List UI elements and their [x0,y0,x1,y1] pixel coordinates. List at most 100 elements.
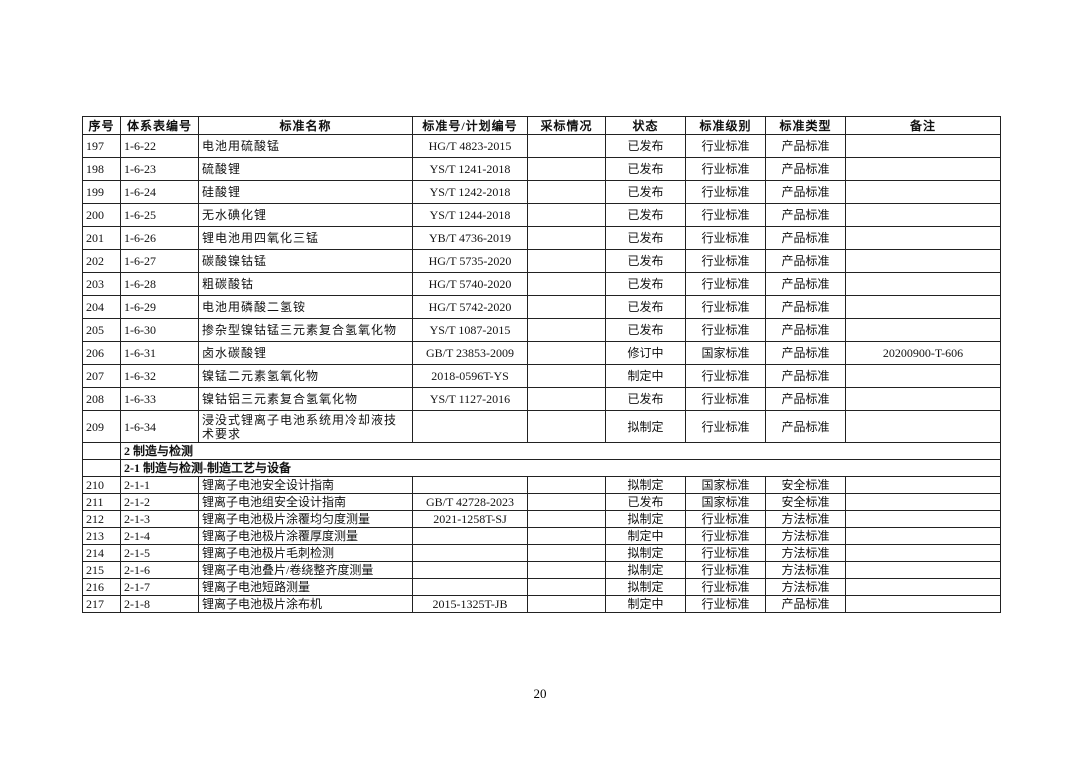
cell [527,226,606,250]
cell: 1-6-28 [120,272,199,296]
cell: 安全标准 [765,493,846,511]
cell: HG/T 5735-2020 [412,249,528,273]
cell: 方法标准 [765,578,846,596]
header-row: 序号 体系表编号 标准名称 标准号/计划编号 采标情况 状态 标准级别 标准类型 备注 [82,116,1001,135]
cell: 锂离子电池极片毛刺检测 [198,544,413,562]
cell: 行业标准 [685,295,766,319]
cell: 214 [82,544,121,562]
cell: 205 [82,318,121,342]
cell: 拟制定 [605,410,686,443]
table-row: 207 1-6-32 镍锰二元素氢氧化物 2018-0596T-YS 制定中 行业标准 产品… [82,364,1001,388]
cell: 2-1-8 [120,595,199,613]
cell [527,595,606,613]
cell: 1-6-33 [120,387,199,411]
cell [527,510,606,528]
cell: 210 [82,476,121,494]
cell: 1-6-32 [120,364,199,388]
table-row: 199 1-6-24 硅酸锂 YS/T 1242-2018 已发布 行业标准 产品标准 [82,180,1001,204]
cell [527,364,606,388]
cell [527,527,606,545]
cell: 20200900-T-606 [845,341,1001,365]
cell [82,442,121,460]
cell: 行业标准 [685,226,766,250]
cell: 产品标准 [765,387,846,411]
cell: 197 [82,134,121,158]
cell [527,134,606,158]
cell [845,476,1001,494]
cell [845,578,1001,596]
cell: 217 [82,595,121,613]
cell: 201 [82,226,121,250]
cell [527,272,606,296]
column-header: 备注 [845,116,1001,135]
standards-table: 序号 体系表编号 标准名称 标准号/计划编号 采标情况 状态 标准级别 标准类型 备注 197 1… [82,116,1001,613]
cell [527,493,606,511]
table-row: 2 制造与检测 [82,442,1001,460]
cell: 行业标准 [685,364,766,388]
cell: 已发布 [605,203,686,227]
cell [527,341,606,365]
cell: 208 [82,387,121,411]
section-title: 2-1 制造与检测-制造工艺与设备 [120,459,1001,477]
cell: YB/T 4736-2019 [412,226,528,250]
cell: 行业标准 [685,134,766,158]
cell: 已发布 [605,493,686,511]
cell: 锂电池用四氧化三锰 [198,226,413,250]
cell: 安全标准 [765,476,846,494]
cell: 已发布 [605,157,686,181]
cell: 行业标准 [685,157,766,181]
cell [527,578,606,596]
page-number: 20 [533,686,547,701]
cell [845,157,1001,181]
cell [527,476,606,494]
cell: 国家标准 [685,493,766,511]
cell [412,527,528,545]
cell [845,561,1001,579]
cell: 198 [82,157,121,181]
cell: 拟制定 [605,544,686,562]
cell [412,476,528,494]
cell [412,578,528,596]
cell: 方法标准 [765,561,846,579]
cell: YS/T 1244-2018 [412,203,528,227]
cell [845,544,1001,562]
cell: 产品标准 [765,203,846,227]
cell: 锂离子电池短路测量 [198,578,413,596]
cell: YS/T 1127-2016 [412,387,528,411]
cell: 制定中 [605,527,686,545]
cell: 国家标准 [685,476,766,494]
cell: 锂离子电池极片涂覆均匀度测量 [198,510,413,528]
cell [412,544,528,562]
cell: 行业标准 [685,595,766,613]
cell: 行业标准 [685,272,766,296]
section-title: 2 制造与检测 [120,442,1001,460]
cell: 1-6-24 [120,180,199,204]
cell: 电池用硫酸锰 [198,134,413,158]
cell [527,561,606,579]
cell: 207 [82,364,121,388]
cell: 行业标准 [685,510,766,528]
cell: 行业标准 [685,578,766,596]
cell [527,387,606,411]
cell: 已发布 [605,387,686,411]
cell [845,249,1001,273]
cell: 1-6-30 [120,318,199,342]
cell [82,459,121,477]
cell: 1-6-31 [120,341,199,365]
cell: 镍锰二元素氢氧化物 [198,364,413,388]
cell [412,561,528,579]
table-row: 201 1-6-26 锂电池用四氧化三锰 YB/T 4736-2019 已发布 行业标准产… [82,226,1001,250]
cell: 行业标准 [685,387,766,411]
table-row: 200 1-6-25 无水碘化锂 YS/T 1244-2018 已发布 行业标准 产品标准 [82,203,1001,227]
column-header: 标准级别 [685,116,766,135]
cell: GB/T 42728-2023 [412,493,528,511]
cell: 卤水碳酸锂 [198,341,413,365]
cell [527,318,606,342]
column-header: 标准名称 [198,116,413,135]
cell: 2-1-2 [120,493,199,511]
table-row: 212 2-1-3 锂离子电池极片涂覆均匀度测量 2021-1258T-SJ 拟制定 行业… [82,510,1001,528]
cell: HG/T 4823-2015 [412,134,528,158]
table-row: 213 2-1-4 锂离子电池极片涂覆厚度测量 制定中 行业标准 方法标准 [82,527,1001,545]
cell: 产品标准 [765,341,846,365]
